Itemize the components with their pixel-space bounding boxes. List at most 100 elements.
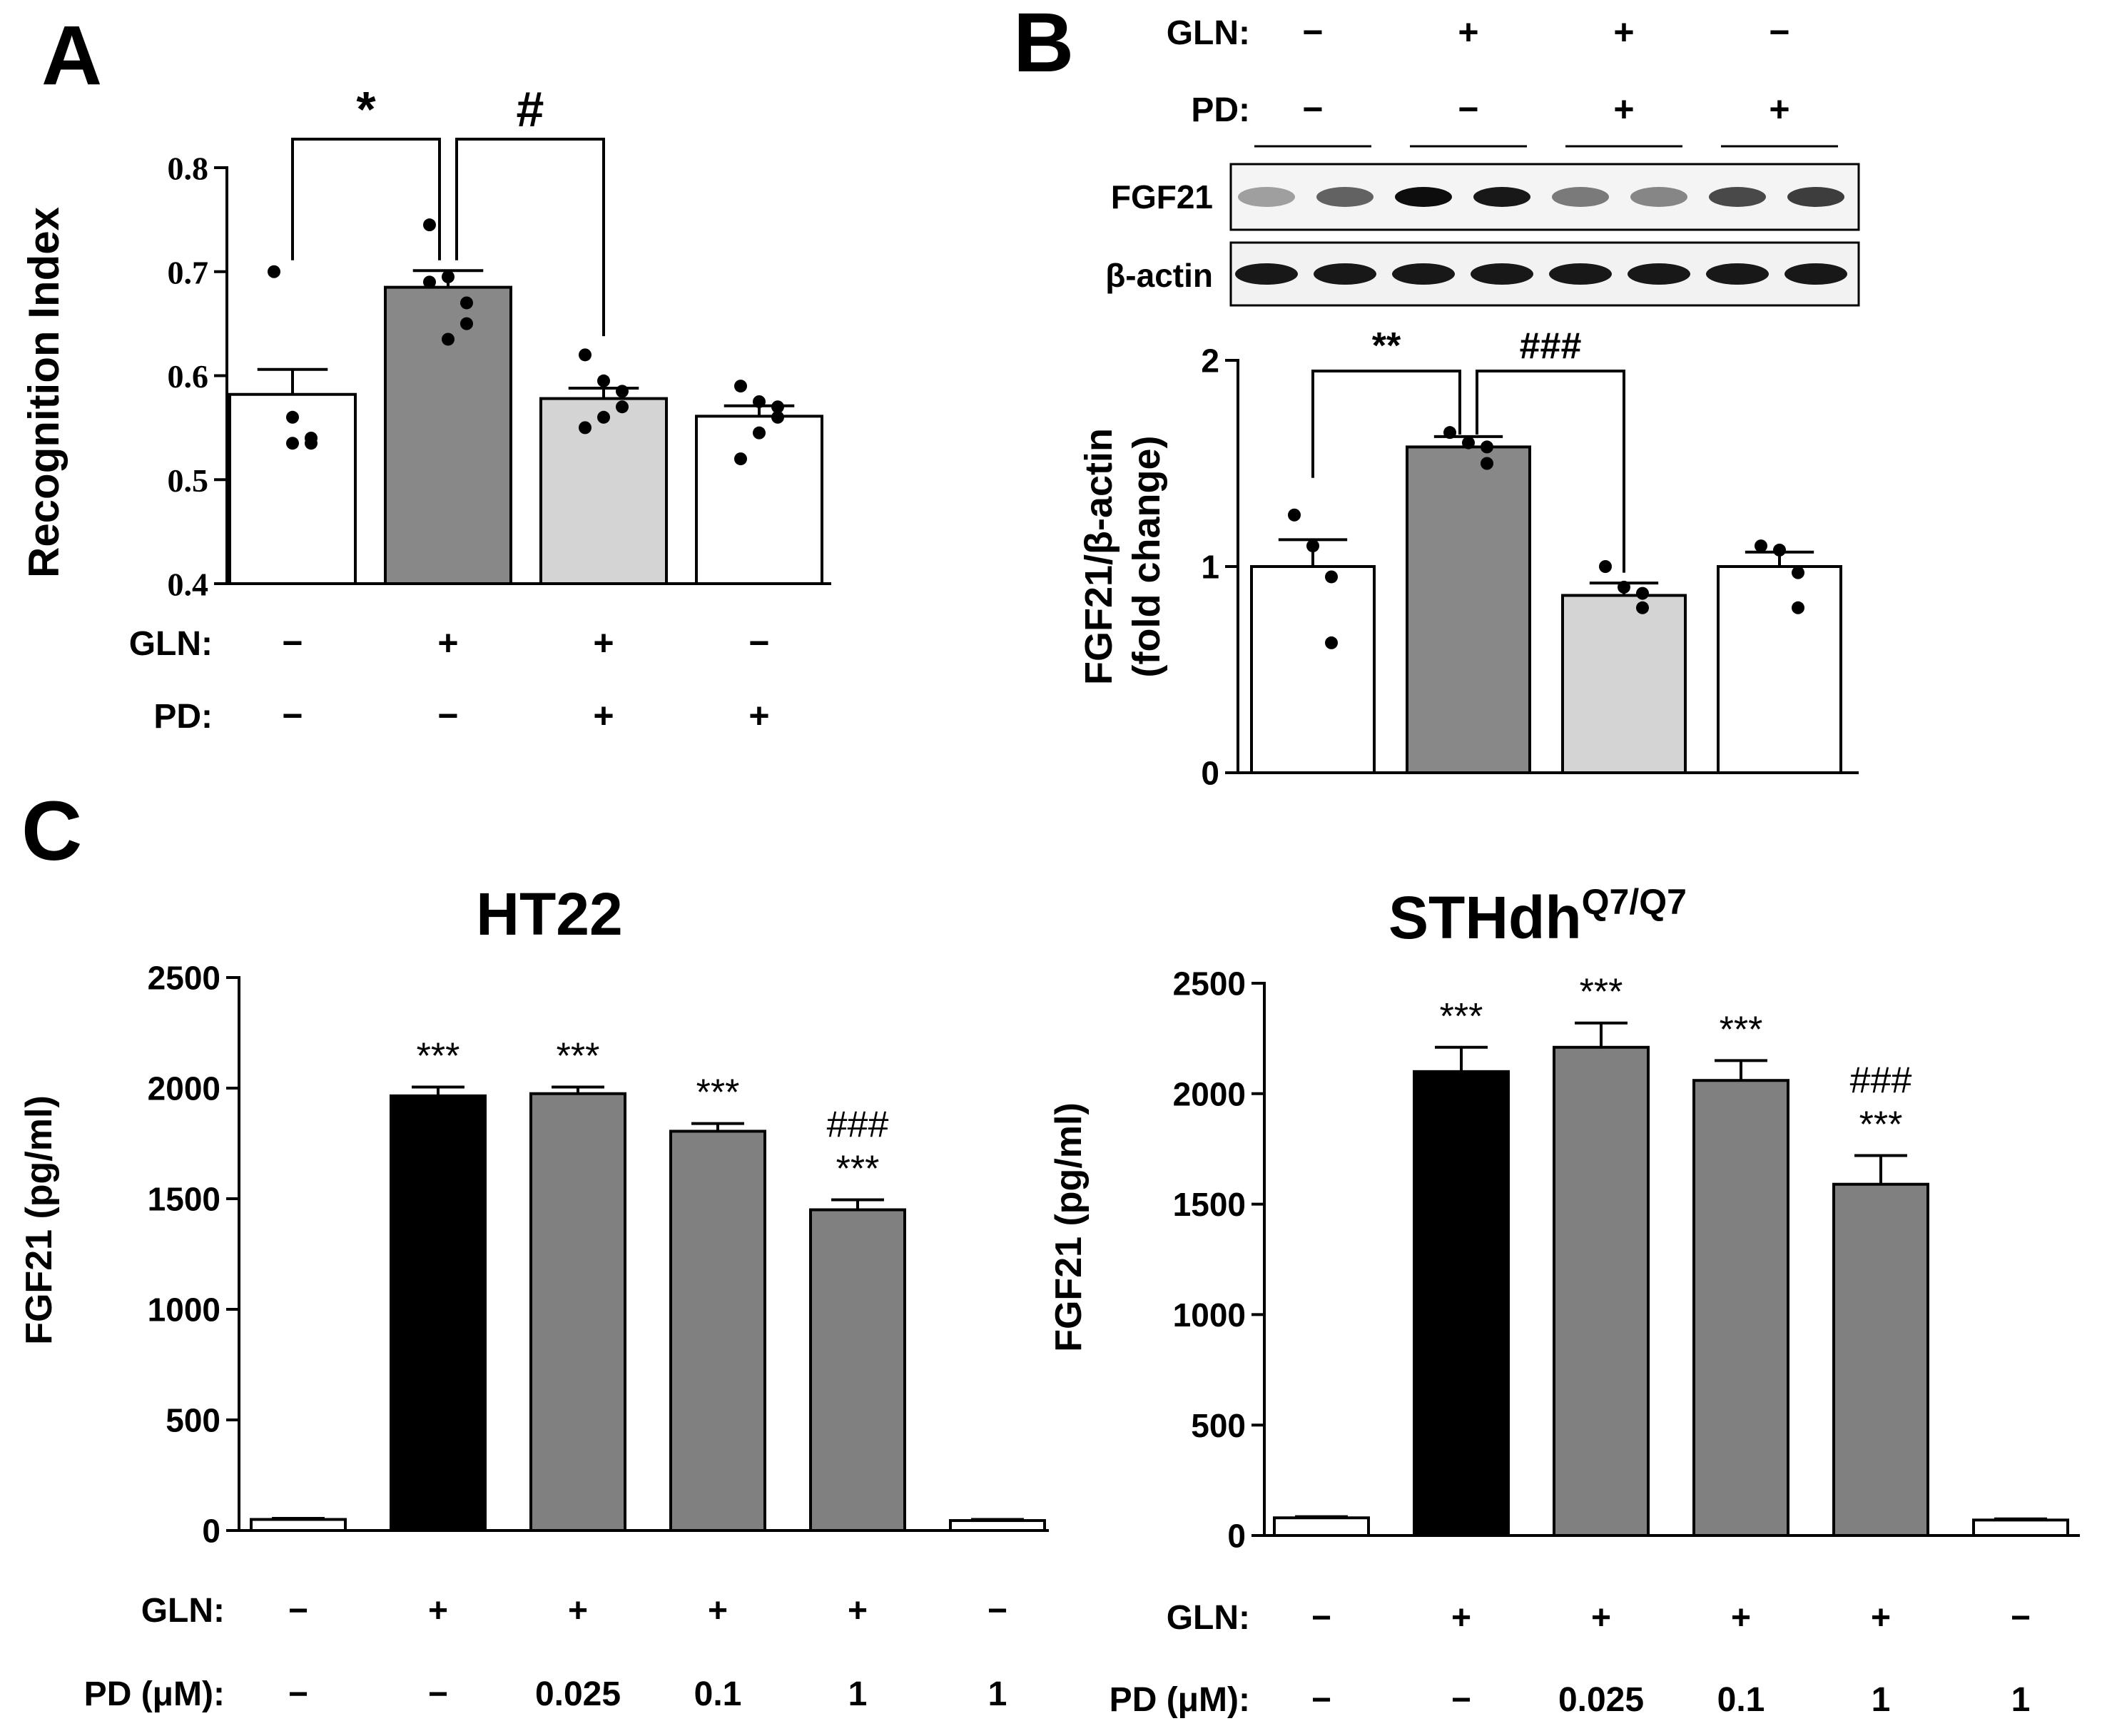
chart-b-data-point — [1288, 508, 1301, 522]
chart-a-gln-value: − — [748, 623, 769, 663]
panel-b-y-axis-label-1: FGF21/β-actin — [1077, 428, 1120, 685]
chart-c2-bar — [1273, 1516, 1370, 1537]
chart-b-data-point — [1618, 580, 1630, 594]
panel-a-y-axis-label: Recognition Index — [20, 207, 68, 578]
chart-b-gln-value: − — [1302, 12, 1323, 52]
chart-b-data-point — [1636, 601, 1649, 614]
chart-a-bar — [539, 397, 668, 585]
chart-a-data-point — [771, 410, 784, 424]
chart-c2-bar — [1413, 1070, 1510, 1537]
chart-c2-pd-value: − — [1311, 1681, 1331, 1719]
panel-c-sthdh-title-superscript: Q7/Q7 — [1582, 882, 1687, 922]
chart-a-data-point — [286, 410, 299, 424]
chart-c2-pd-value: − — [1451, 1681, 1471, 1719]
chart-a-significance-bracket — [455, 138, 605, 337]
blot-actin-band — [1549, 263, 1612, 285]
chart-c2-pd-value: 0.1 — [1717, 1681, 1765, 1719]
chart-c1-pd-value: − — [428, 1675, 448, 1713]
chart-a-data-point — [753, 426, 766, 440]
chart-c2-significance-label: ### — [1850, 1060, 1912, 1101]
chart-c1-pd-value: 0.025 — [535, 1675, 621, 1713]
chart-b-data-point — [1325, 570, 1338, 584]
chart-c1-gln-value: + — [708, 1592, 728, 1630]
chart-c2-significance-label: *** — [1720, 1009, 1763, 1050]
chart-b-data-point — [1636, 587, 1649, 600]
panel-a-gln-label: GLN: — [129, 625, 213, 663]
chart-c2-gln-value: + — [1731, 1599, 1751, 1637]
western-blot: FGF21 β-actin — [1105, 163, 1860, 307]
chart-c1-gln-value: + — [428, 1592, 448, 1630]
panel-c-ht22-gln-label: GLN: — [141, 1592, 225, 1630]
chart-c2-bar — [1972, 1518, 2069, 1537]
panel-c-sthdh-title-main: STHdh — [1388, 884, 1582, 951]
chart-b-data-point — [1755, 539, 1767, 553]
panel-b-chart: GLN: PD: FGF21 β-actin FGF21/β-actin (fo… — [1077, 12, 1860, 792]
chart-a-data-point — [460, 296, 473, 310]
chart-b-data-point — [1792, 566, 1804, 579]
chart-c1-bar — [250, 1518, 347, 1532]
blot-fgf21-band — [1316, 187, 1374, 207]
chart-c1-bar — [949, 1519, 1046, 1533]
chart-b-bar — [1406, 445, 1531, 774]
panel-c-sthdh-title: STHdhQ7/Q7 — [1388, 882, 1687, 951]
chart-c2-gln-value: + — [1451, 1599, 1471, 1637]
chart-b-data-point — [1306, 539, 1319, 553]
panel-a-pd-label: PD: — [153, 698, 213, 736]
chart-a-y-tick-label: 0.5 — [168, 462, 209, 499]
chart-b-significance-label: ** — [1372, 325, 1401, 367]
chart-a-bar — [695, 415, 823, 586]
chart-c1-gln-value: + — [848, 1592, 868, 1630]
chart-a-data-point — [423, 275, 436, 289]
chart-b-data-point — [1792, 601, 1804, 614]
blot-actin-band — [1784, 263, 1847, 285]
chart-b-data-point — [1443, 426, 1456, 440]
chart-c2-y-tick-label: 500 — [1191, 1407, 1246, 1444]
chart-c2-y-tick-label: 2500 — [1173, 965, 1246, 1002]
chart-c1-y-tick-label: 500 — [166, 1402, 220, 1439]
chart-c1-pd-value: 0.1 — [694, 1675, 742, 1713]
panel-label-a: A — [41, 9, 102, 103]
chart-c1-significance-label: ### — [827, 1105, 889, 1146]
chart-b-pd-value: + — [1613, 89, 1634, 129]
blot-fgf21-band — [1473, 187, 1530, 207]
blot-actin-band — [1392, 263, 1455, 285]
chart-c2-significance-label: *** — [1580, 972, 1623, 1013]
chart-c2-pd-value: 1 — [2011, 1681, 2031, 1719]
blot-actin-band — [1235, 263, 1298, 285]
chart-a-pd-value: + — [748, 696, 769, 736]
blot-fgf21-band — [1709, 187, 1766, 207]
chart-a-data-point — [286, 437, 299, 450]
blot-actin-band — [1706, 263, 1769, 285]
chart-b-data-point — [1773, 543, 1786, 557]
chart-a-data-point — [597, 374, 610, 387]
chart-c1-significance-label: *** — [836, 1149, 880, 1190]
blot-fgf21-band — [1552, 187, 1609, 207]
chart-c2-gln-value: − — [2011, 1599, 2031, 1637]
chart-a-data-point — [423, 218, 436, 232]
chart-a-data-point — [579, 348, 591, 362]
chart-b-significance-label: ### — [1520, 325, 1582, 367]
chart-b-y-tick-label: 2 — [1201, 342, 1219, 380]
chart-c1-gln-value: − — [987, 1592, 1007, 1630]
chart-c1-significance-label: *** — [417, 1035, 460, 1077]
panel-label-c: C — [21, 784, 82, 878]
chart-c1-y-tick-label: 1500 — [148, 1181, 220, 1218]
chart-c1-y-tick-label: 1000 — [148, 1291, 220, 1329]
panel-b-y-axis-label-2: (fold change) — [1125, 436, 1168, 678]
chart-c1-bar — [390, 1094, 487, 1532]
chart-b-gln-value: + — [1458, 12, 1478, 52]
blot-actin-label: β-actin — [1105, 257, 1213, 294]
chart-c1-pd-value: − — [288, 1675, 308, 1713]
chart-c2-pd-value: 0.025 — [1558, 1681, 1644, 1719]
chart-c2-gln-value: + — [1591, 1599, 1611, 1637]
chart-b-gln-value: + — [1613, 12, 1634, 52]
chart-c2-y-tick-label: 2000 — [1173, 1075, 1246, 1112]
chart-a-data-point — [616, 385, 629, 398]
chart-c2-y-tick-label: 1000 — [1173, 1296, 1246, 1334]
chart-a-pd-value: + — [593, 696, 614, 736]
chart-a-gln-value: − — [282, 623, 303, 663]
chart-c1-pd-value: 1 — [988, 1675, 1007, 1713]
chart-c1-bar — [529, 1092, 626, 1532]
chart-b-pd-value: + — [1769, 89, 1789, 129]
panel-c-sthdh-y-axis-label: FGF21 (pg/ml) — [1048, 1102, 1090, 1352]
